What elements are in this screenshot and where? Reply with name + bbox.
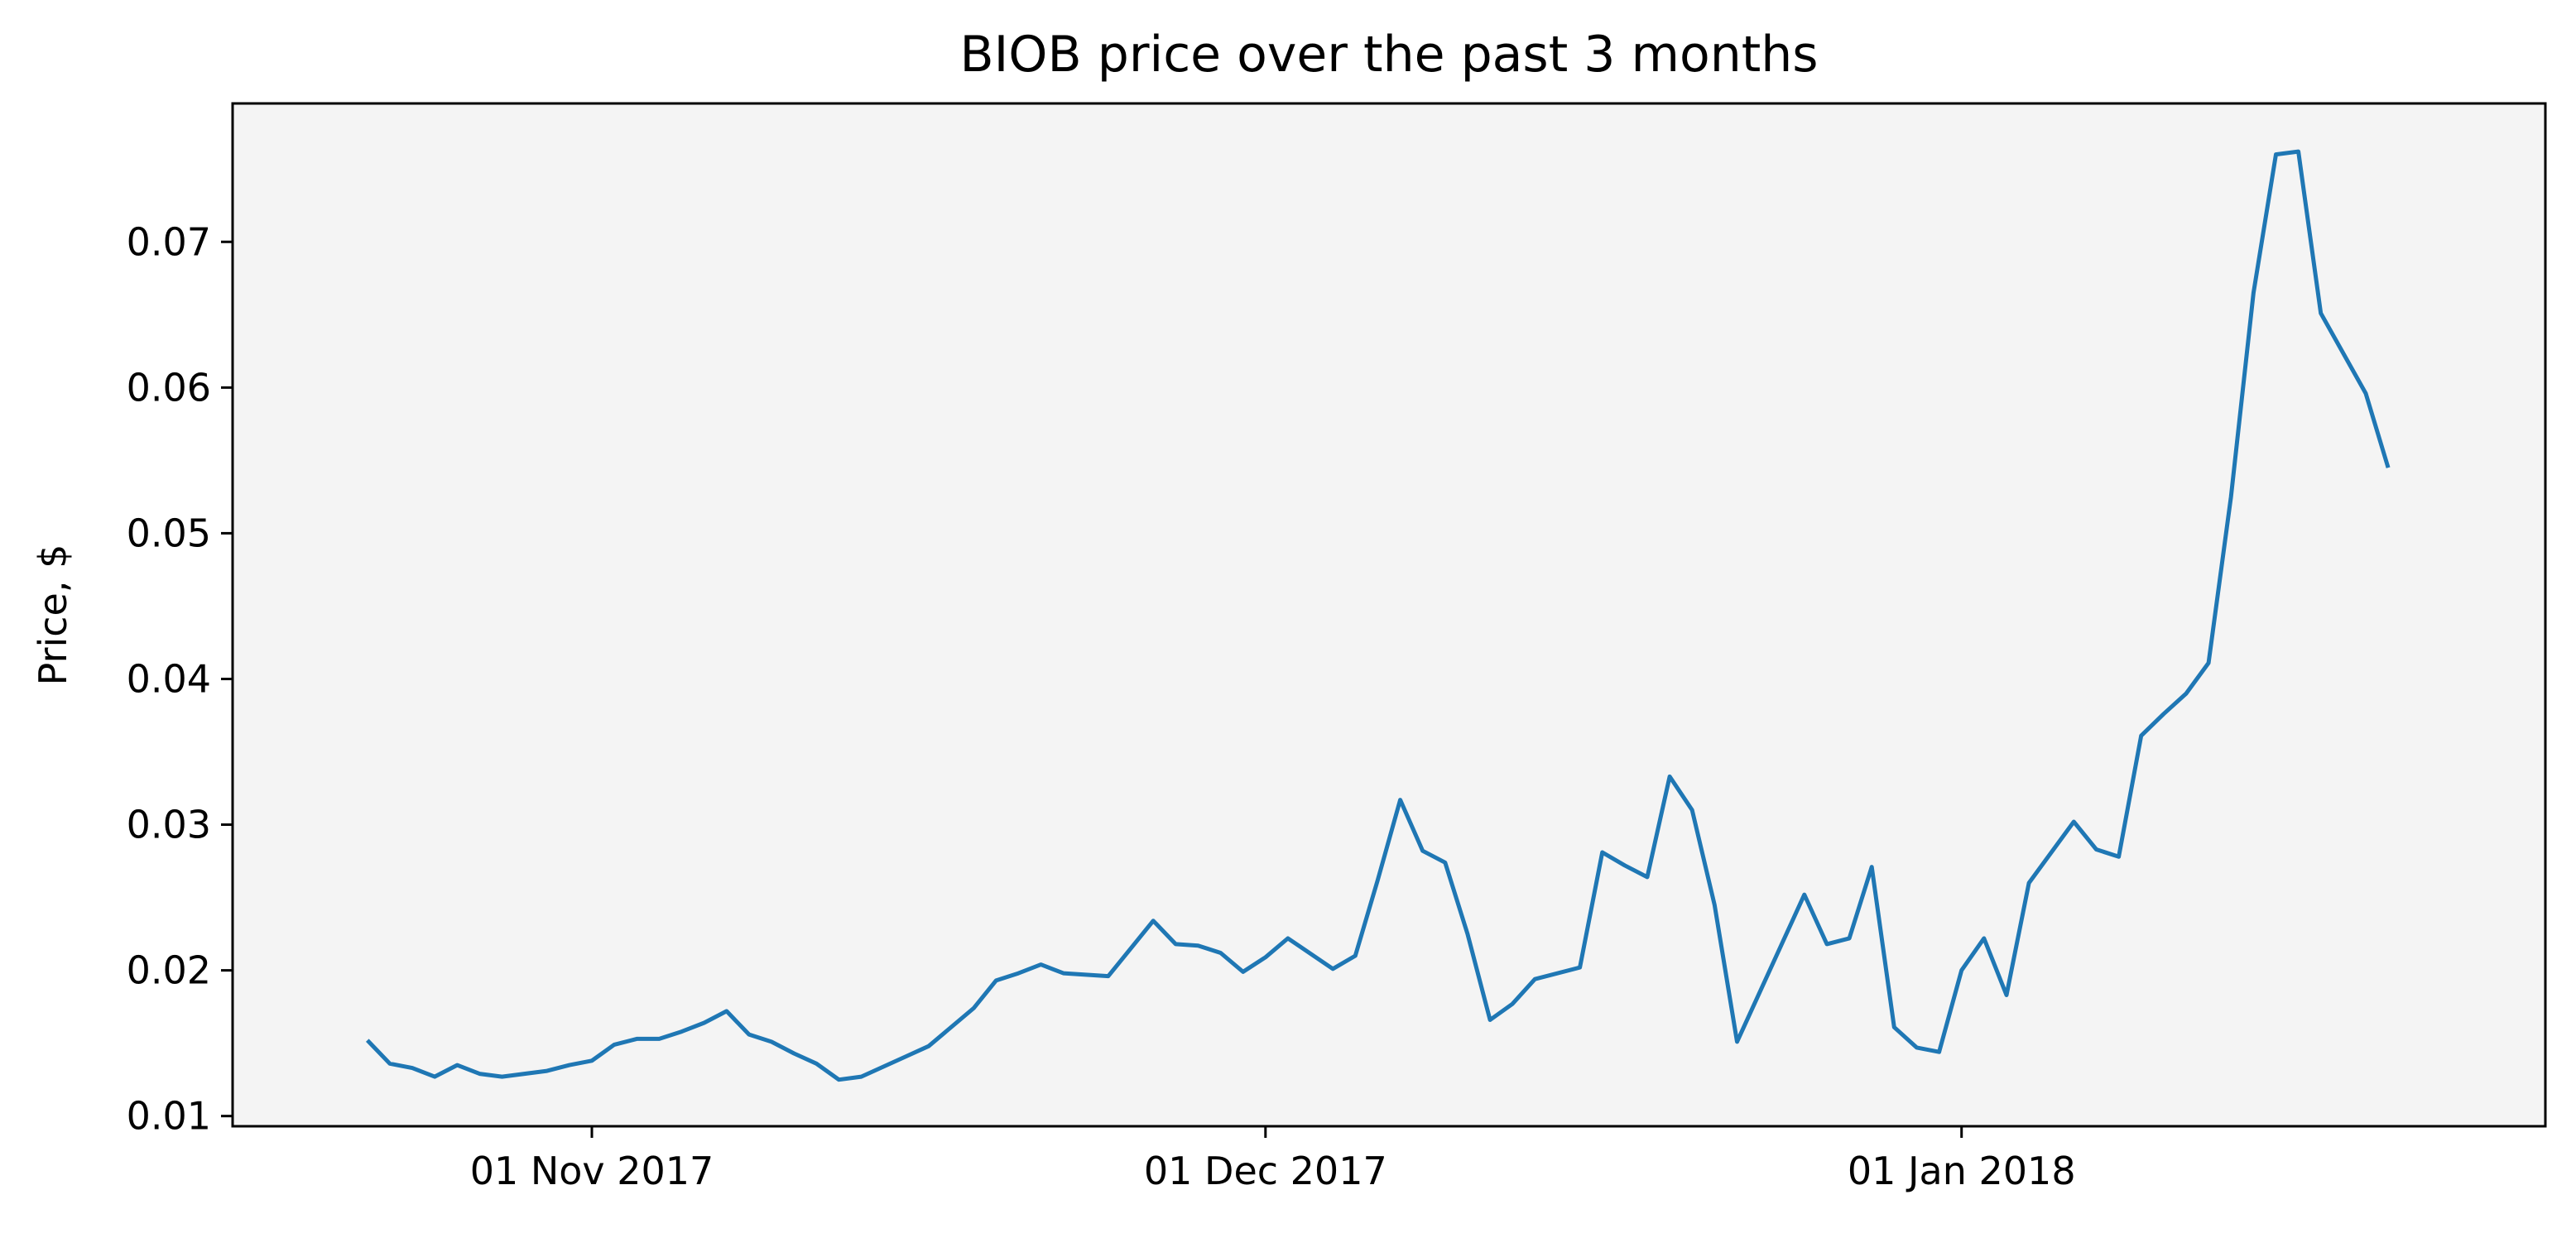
series-layer [365,149,2391,1082]
y-tick-label: 0.06 [127,365,211,410]
data-point [1376,878,1380,882]
y-tick-label: 0.01 [127,1094,211,1139]
data-point [926,1044,930,1048]
data-point [1241,970,1245,974]
data-point [1668,775,1672,779]
data-point [859,1075,863,1079]
data-point [2094,847,2098,852]
data-point [837,1077,841,1082]
data-point [1353,954,1358,958]
y-tick-label: 0.02 [127,948,211,993]
data-point [1622,863,1627,867]
data-point [2139,734,2143,738]
data-point [657,1037,661,1041]
data-point [2005,993,2009,997]
data-point [1151,919,1156,923]
data-point [1263,955,1267,959]
data-point [815,1062,819,1066]
data-point [2184,692,2189,696]
data-point [2252,290,2256,295]
data-point [2161,712,2165,716]
data-point [1870,865,1874,869]
data-point [1533,977,1537,981]
data-point [1578,966,1582,970]
data-point [1039,962,1043,967]
y-tick-label: 0.03 [127,803,211,847]
data-point [994,978,998,982]
data-point [2274,152,2278,156]
data-point [1061,972,1065,976]
data-point [387,1062,392,1066]
series-line-0 [365,149,2391,1082]
data-point [2296,150,2300,154]
data-point [1848,936,1852,940]
data-point [455,1063,459,1067]
data-point [1646,875,1650,879]
data-point [1959,968,1963,972]
x-tick-label: 01 Nov 2017 [470,1149,714,1193]
x-tick-label: 01 Jan 2018 [1848,1149,2076,1193]
data-point [1915,1045,1919,1049]
y-tick-label: 0.07 [127,219,211,264]
data-point [1443,861,1447,865]
data-point [1600,851,1604,855]
data-point [2364,391,2368,396]
y-axis: 0.01 0.02 0.03 0.04 0.05 0.06 0.07 [127,219,233,1139]
data-point [2027,881,2031,885]
plot-frame [231,102,2547,1128]
data-point [1690,808,1694,812]
data-point [613,1043,617,1047]
data-point [2072,820,2076,824]
data-point [411,1066,415,1070]
data-point [1713,903,1717,907]
y-axis-label: Price, $ [31,545,75,686]
data-point [1488,1018,1492,1022]
data-point [545,1069,549,1073]
data-point [567,1063,571,1067]
chart-title: BIOB price over the past 3 months [959,26,1818,84]
data-point [1106,974,1110,978]
data-point [478,1072,482,1076]
data-point [792,1052,796,1056]
data-point [1331,967,1335,971]
data-point [1218,951,1223,955]
data-point [724,1009,728,1013]
data-point [680,1029,684,1034]
data-point [433,1075,437,1079]
data-point [1825,942,1829,946]
data-point [702,1021,706,1025]
data-point [1016,972,1021,976]
data-point [1982,936,1986,940]
data-point [1174,942,1178,946]
x-axis: 01 Nov 2017 01 Dec 2017 01 Jan 2018 [470,1126,2076,1193]
data-point [635,1037,639,1041]
data-point [1196,943,1200,948]
data-point [1420,849,1425,853]
data-point [1511,1002,1515,1006]
y-tick-label: 0.05 [127,511,211,555]
data-point [2319,311,2323,315]
data-point [904,1054,908,1058]
data-point [747,1033,751,1037]
x-tick-label: 01 Dec 2017 [1144,1149,1387,1193]
data-point [1892,1025,1896,1029]
data-point [2117,855,2121,859]
data-point [500,1075,504,1079]
data-point [1735,1039,1739,1043]
data-point [770,1039,774,1043]
data-point [2229,495,2233,499]
data-point [2207,661,2211,665]
data-point [1802,893,1806,897]
data-point [1937,1050,1941,1054]
y-tick-label: 0.04 [127,656,211,701]
data-point [972,1006,976,1010]
data-point [590,1058,594,1063]
data-point [1465,932,1469,936]
data-point [1398,798,1402,802]
data-point [1286,936,1290,940]
data-point [365,1039,369,1043]
plot-background [233,103,2545,1126]
data-point [2386,466,2391,470]
